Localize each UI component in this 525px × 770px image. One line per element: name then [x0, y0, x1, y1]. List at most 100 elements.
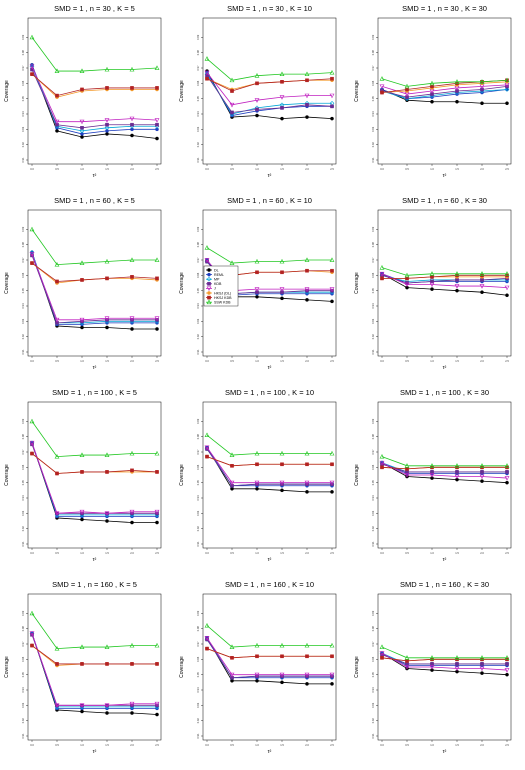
panel-title: SMD = 1 , n = 60 , K = 30: [402, 196, 487, 205]
data-point: [404, 655, 410, 660]
x-tick-label: 1.5: [105, 743, 109, 747]
data-point: [55, 129, 59, 133]
data-point: [455, 662, 459, 666]
data-point: [204, 245, 210, 250]
y-tick-label: 0.95: [196, 672, 200, 678]
plot-frame: [202, 209, 337, 357]
data-point: [504, 77, 510, 83]
panel-title: SMD = 1 , n = 160 , K = 30: [400, 580, 489, 589]
y-tick-label: 0.91: [196, 733, 200, 739]
data-point: [55, 662, 59, 666]
data-point: [230, 110, 234, 115]
panel: SMD = 1 , n = 160 , K = 5 0.91 0.92 0.93 0.9…: [4, 580, 162, 755]
data-point: [330, 104, 334, 109]
data-point: [280, 488, 284, 493]
series-line: [381, 267, 507, 276]
panel-title: SMD = 1 , n = 100 , K = 10: [225, 388, 314, 397]
data-point: [479, 463, 485, 468]
data-point: [130, 86, 134, 90]
data-point: [505, 480, 509, 485]
data-point: [280, 116, 284, 121]
data-point: [480, 671, 484, 675]
y-tick-label: 0.96: [21, 656, 25, 662]
y-axis-label: Coverage: [354, 464, 360, 486]
panel-title: SMD = 1 , n = 160 , K = 10: [225, 580, 314, 589]
y-axis-label: Coverage: [179, 80, 185, 102]
data-point: [80, 132, 84, 136]
x-tick-label: 2.5: [155, 167, 159, 171]
data-point: [455, 278, 459, 282]
data-point: [130, 122, 134, 127]
y-tick-label: 0.91: [196, 541, 200, 547]
x-tick-label: 2.5: [505, 743, 509, 747]
y-tick-label: 0.91: [21, 733, 25, 739]
x-tick-label: 0.5: [230, 167, 234, 171]
data-point: [154, 316, 160, 321]
data-point: [504, 668, 510, 673]
data-point: [380, 465, 384, 470]
y-tick-label: 0.98: [21, 50, 25, 56]
series-line: [31, 645, 157, 666]
x-tick-label: 2.5: [505, 359, 509, 363]
data-point: [104, 258, 110, 264]
series-line: [381, 466, 507, 470]
data-point: [379, 644, 385, 649]
x-axis-label: τ²: [443, 557, 447, 563]
data-point: [79, 644, 85, 649]
x-tick-label: 1.0: [430, 743, 434, 747]
data-point: [130, 520, 134, 525]
data-point: [329, 672, 335, 678]
x-axis-label: τ²: [268, 749, 272, 755]
data-point: [279, 287, 285, 292]
data-point: [80, 517, 84, 522]
y-tick-label: 0.94: [371, 303, 375, 309]
data-point: [80, 125, 84, 130]
y-tick-label: 0.92: [371, 142, 375, 148]
data-point: [279, 450, 285, 456]
data-point: [330, 682, 334, 686]
data-point: [104, 703, 110, 708]
x-tick-label: 0.5: [55, 551, 59, 555]
panel: SMD = 1 , n = 30 , K = 5 0.91 0.92 0.93 0.94…: [4, 4, 162, 179]
x-tick-label: 0.5: [405, 551, 409, 555]
data-point: [79, 128, 85, 134]
x-tick-label: 2.0: [305, 167, 309, 171]
x-tick-label: 2.5: [330, 167, 334, 171]
series-line: [206, 73, 332, 115]
legend-marker: [207, 282, 211, 286]
y-tick-label: 0.98: [196, 434, 200, 440]
x-tick-label: 2.5: [505, 167, 509, 171]
y-tick-label: 0.97: [196, 641, 200, 647]
series-line: [31, 613, 157, 650]
y-tick-label: 0.93: [371, 126, 375, 132]
data-point: [379, 271, 385, 277]
data-point: [280, 296, 284, 301]
y-tick-label: 0.95: [21, 480, 25, 486]
data-point: [379, 76, 385, 81]
y-tick-label: 0.95: [21, 96, 25, 102]
y-tick-label: 0.97: [371, 641, 375, 647]
x-tick-label: 2.5: [330, 551, 334, 555]
data-point: [204, 70, 210, 76]
y-tick-label: 0.97: [196, 65, 200, 71]
x-tick-label: 1.5: [455, 551, 459, 555]
data-point: [255, 270, 259, 275]
data-point: [105, 470, 109, 474]
series-line: [31, 442, 157, 517]
data-point: [129, 316, 135, 321]
data-point: [404, 665, 410, 670]
x-tick-label: 1.0: [430, 167, 434, 171]
panel-title: SMD = 1 , n = 60 , K = 5: [54, 196, 135, 205]
plot-frame: [27, 209, 162, 357]
x-axis-label: τ²: [443, 365, 447, 371]
x-tick-label: 0.5: [405, 359, 409, 363]
data-point: [54, 703, 60, 708]
data-point: [280, 654, 284, 659]
data-point: [205, 76, 209, 81]
data-point: [304, 257, 310, 262]
data-point: [280, 680, 284, 685]
legend-marker: [207, 272, 211, 277]
data-point: [329, 450, 335, 456]
y-axis-label: Coverage: [4, 272, 10, 294]
data-point: [305, 298, 309, 302]
